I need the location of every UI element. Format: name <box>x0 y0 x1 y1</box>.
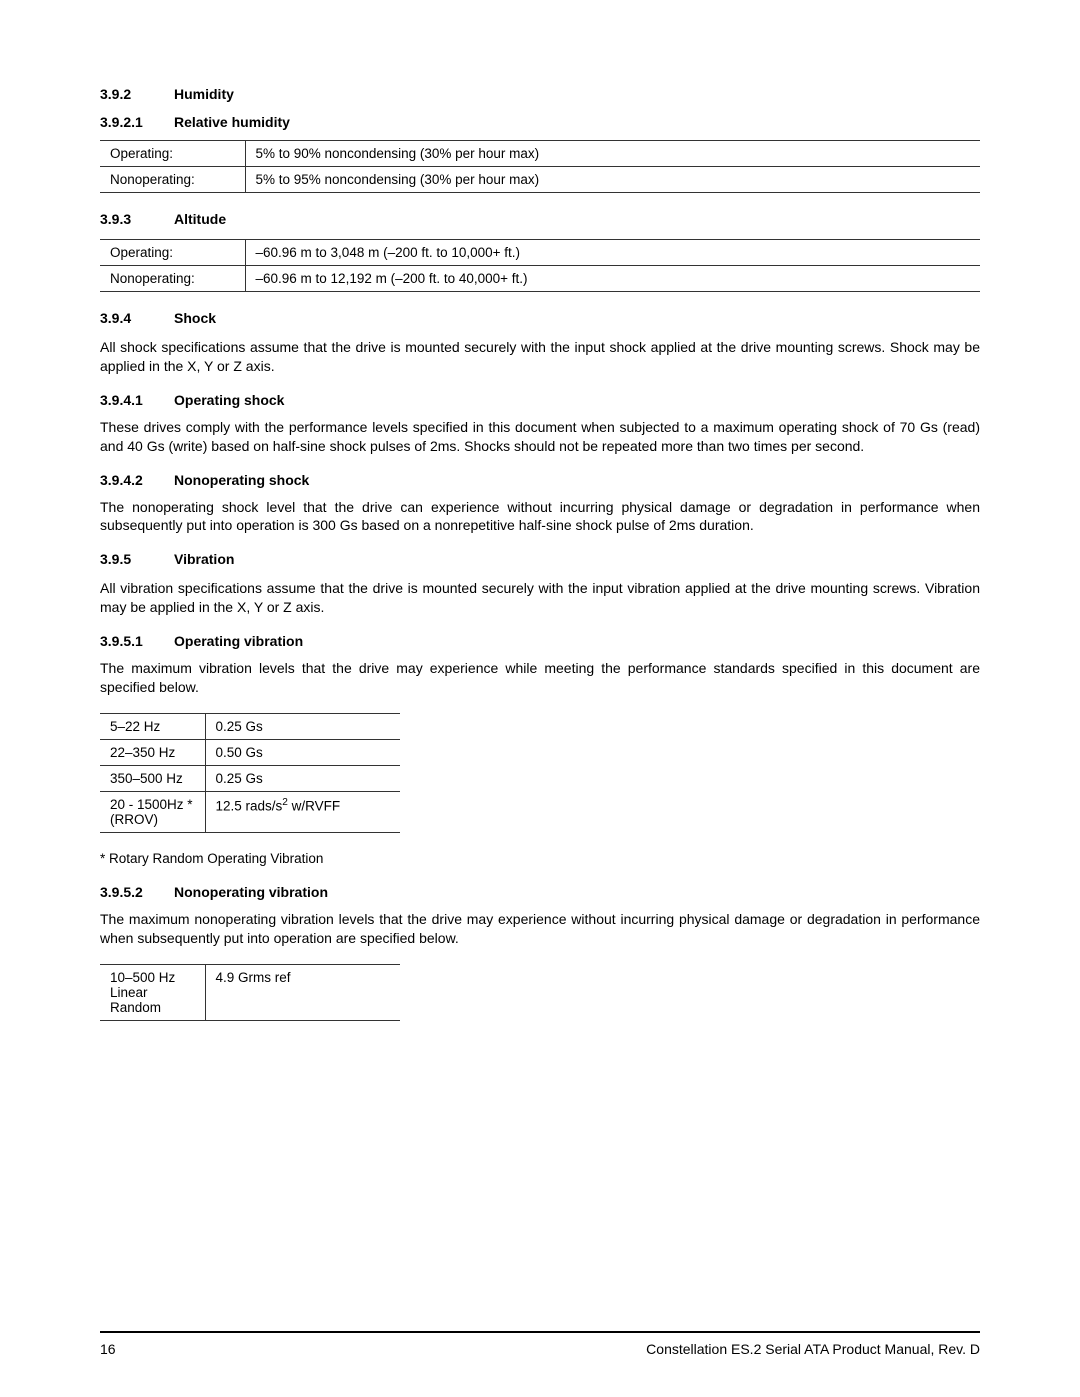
heading-3-9-2-1: 3.9.2.1Relative humidity <box>100 114 980 130</box>
table-row: 10–500 Hz Linear Random 4.9 Grms ref <box>100 964 400 1020</box>
heading-num: 3.9.5.1 <box>100 633 174 649</box>
heading-title: Humidity <box>174 86 234 102</box>
page-footer: 16 Constellation ES.2 Serial ATA Product… <box>100 1331 980 1357</box>
cell-value: –60.96 m to 12,192 m (–200 ft. to 40,000… <box>245 266 980 292</box>
table-row: 5–22 Hz 0.25 Gs <box>100 713 400 739</box>
altitude-table: Operating: –60.96 m to 3,048 m (–200 ft.… <box>100 239 980 292</box>
cell-label: 10–500 Hz Linear Random <box>100 964 205 1020</box>
rrov-footnote: * Rotary Random Operating Vibration <box>100 851 980 866</box>
heading-3-9-4-1: 3.9.4.1Operating shock <box>100 392 980 408</box>
heading-num: 3.9.4 <box>100 310 174 326</box>
cell-value: 0.25 Gs <box>205 765 400 791</box>
heading-3-9-2: 3.9.2Humidity <box>100 86 980 102</box>
cell-value: 0.25 Gs <box>205 713 400 739</box>
operating-vibration-table: 5–22 Hz 0.25 Gs 22–350 Hz 0.50 Gs 350–50… <box>100 713 400 833</box>
heading-num: 3.9.5.2 <box>100 884 174 900</box>
heading-title: Nonoperating shock <box>174 472 309 488</box>
cell-value: 12.5 rads/s2 w/RVFF <box>205 791 400 832</box>
table-row: 20 - 1500Hz *(RROV) 12.5 rads/s2 w/RVFF <box>100 791 400 832</box>
shock-intro: All shock specifications assume that the… <box>100 338 980 376</box>
page-number: 16 <box>100 1341 116 1357</box>
heading-title: Altitude <box>174 211 226 227</box>
table-row: Operating: 5% to 90% noncondensing (30% … <box>100 141 980 167</box>
val-post: w/RVFF <box>288 798 340 813</box>
heading-title: Operating vibration <box>174 633 303 649</box>
nonoperating-vibration-table: 10–500 Hz Linear Random 4.9 Grms ref <box>100 964 400 1021</box>
nonoperating-vibration-text: The maximum nonoperating vibration level… <box>100 910 980 948</box>
heading-title: Nonoperating vibration <box>174 884 328 900</box>
cell-label: 5–22 Hz <box>100 713 205 739</box>
cell-value: 5% to 95% noncondensing (30% per hour ma… <box>245 167 980 193</box>
heading-title: Shock <box>174 310 216 326</box>
cell-label: Nonoperating: <box>100 167 245 193</box>
cell-label: 20 - 1500Hz *(RROV) <box>100 791 205 832</box>
table-row: Nonoperating: –60.96 m to 12,192 m (–200… <box>100 266 980 292</box>
heading-num: 3.9.4.1 <box>100 392 174 408</box>
cell-label: 350–500 Hz <box>100 765 205 791</box>
heading-3-9-5-2: 3.9.5.2Nonoperating vibration <box>100 884 980 900</box>
heading-num: 3.9.4.2 <box>100 472 174 488</box>
table-row: Operating: –60.96 m to 3,048 m (–200 ft.… <box>100 240 980 266</box>
operating-shock-text: These drives comply with the performance… <box>100 418 980 456</box>
table-row: 350–500 Hz 0.25 Gs <box>100 765 400 791</box>
val-pre: 12.5 rads/s <box>216 798 283 813</box>
doc-title: Constellation ES.2 Serial ATA Product Ma… <box>646 1341 980 1357</box>
heading-num: 3.9.5 <box>100 551 174 567</box>
operating-vibration-text: The maximum vibration levels that the dr… <box>100 659 980 697</box>
cell-label: 22–350 Hz <box>100 739 205 765</box>
heading-num: 3.9.3 <box>100 211 174 227</box>
cell-label: Operating: <box>100 240 245 266</box>
heading-num: 3.9.2.1 <box>100 114 174 130</box>
heading-title: Operating shock <box>174 392 284 408</box>
heading-3-9-3: 3.9.3Altitude <box>100 211 980 227</box>
cell-label: Nonoperating: <box>100 266 245 292</box>
heading-title: Relative humidity <box>174 114 290 130</box>
heading-3-9-4-2: 3.9.4.2Nonoperating shock <box>100 472 980 488</box>
humidity-table: Operating: 5% to 90% noncondensing (30% … <box>100 140 980 193</box>
heading-3-9-4: 3.9.4Shock <box>100 310 980 326</box>
nonoperating-shock-text: The nonoperating shock level that the dr… <box>100 498 980 536</box>
vibration-intro: All vibration specifications assume that… <box>100 579 980 617</box>
heading-title: Vibration <box>174 551 234 567</box>
heading-3-9-5-1: 3.9.5.1Operating vibration <box>100 633 980 649</box>
table-row: 22–350 Hz 0.50 Gs <box>100 739 400 765</box>
cell-value: –60.96 m to 3,048 m (–200 ft. to 10,000+… <box>245 240 980 266</box>
table-row: Nonoperating: 5% to 95% noncondensing (3… <box>100 167 980 193</box>
cell-value: 5% to 90% noncondensing (30% per hour ma… <box>245 141 980 167</box>
cell-value: 0.50 Gs <box>205 739 400 765</box>
cell-label: Operating: <box>100 141 245 167</box>
cell-value: 4.9 Grms ref <box>205 964 400 1020</box>
heading-3-9-5: 3.9.5Vibration <box>100 551 980 567</box>
heading-num: 3.9.2 <box>100 86 174 102</box>
